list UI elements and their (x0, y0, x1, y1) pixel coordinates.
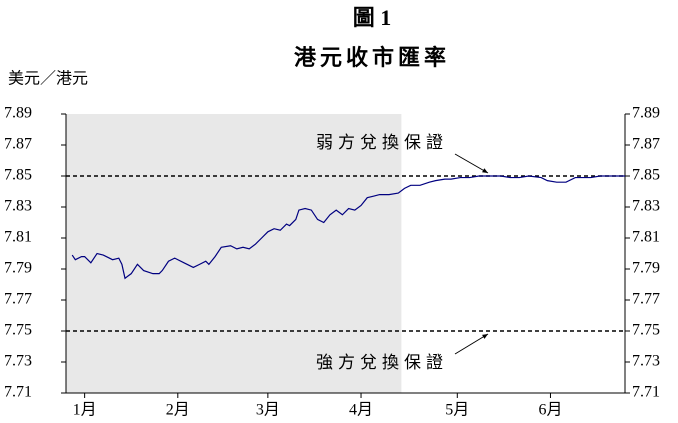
y-tick-label: 7.83 (4, 198, 32, 215)
x-tick-label: 6月 (538, 402, 562, 419)
y-tick-label: 7.87 (4, 136, 32, 153)
x-tick-label: 3月 (256, 402, 280, 419)
y2-tick-label: 7.79 (632, 260, 660, 277)
y2-tick-label: 7.71 (632, 384, 660, 401)
y2-tick-label: 7.77 (632, 291, 660, 308)
y2-tick-label: 7.85 (632, 167, 660, 184)
y2-tick-label: 7.87 (632, 136, 660, 153)
line-series (71, 175, 625, 280)
y-tick-label: 7.81 (4, 229, 32, 246)
chart-title: 圖 1 (353, 5, 392, 30)
chart-subtitle: 港元收市匯率 (294, 45, 450, 70)
arrow-head (482, 168, 488, 173)
y-tick-label: 7.85 (4, 167, 32, 184)
y2-tick-label: 7.73 (632, 353, 660, 370)
y-tick-label: 7.77 (4, 291, 32, 308)
arrow-head (482, 334, 488, 339)
reference-label: 強方兌換保證 (316, 353, 448, 372)
y2-tick-label: 7.75 (632, 322, 660, 339)
x-tick-label: 2月 (166, 402, 190, 419)
x-tick-label: 4月 (349, 402, 373, 419)
arrow-line (454, 333, 489, 355)
shaded-region (66, 114, 402, 393)
reference-label: 弱方兌換保證 (316, 133, 448, 152)
y2-tick-label: 7.81 (632, 229, 660, 246)
y2-tick-label: 7.83 (632, 198, 660, 215)
x-tick-label: 1月 (73, 402, 97, 419)
x-tick-label: 5月 (445, 402, 469, 419)
y2-tick-label: 7.89 (632, 105, 660, 122)
arrow-line (454, 153, 489, 174)
y-tick-label: 7.73 (4, 353, 32, 370)
y-axis-label: 美元／港元 (8, 70, 88, 88)
y-tick-label: 7.89 (4, 105, 32, 122)
y-tick-label: 7.75 (4, 322, 32, 339)
y-tick-label: 7.71 (4, 384, 32, 401)
y-tick-label: 7.79 (4, 260, 32, 277)
